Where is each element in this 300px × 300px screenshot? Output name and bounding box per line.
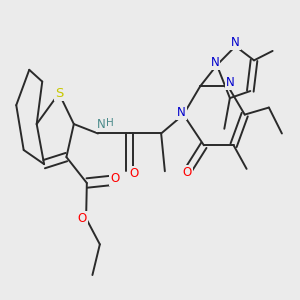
Text: O: O [182,166,192,179]
Text: H: H [106,118,114,128]
Text: N: N [177,106,186,119]
Text: O: O [129,167,139,180]
Text: S: S [55,87,63,100]
Text: N: N [231,36,240,49]
Text: O: O [110,172,119,185]
Text: N: N [97,118,105,131]
Text: N: N [211,56,219,69]
Text: N: N [226,76,234,89]
Text: O: O [78,212,87,225]
